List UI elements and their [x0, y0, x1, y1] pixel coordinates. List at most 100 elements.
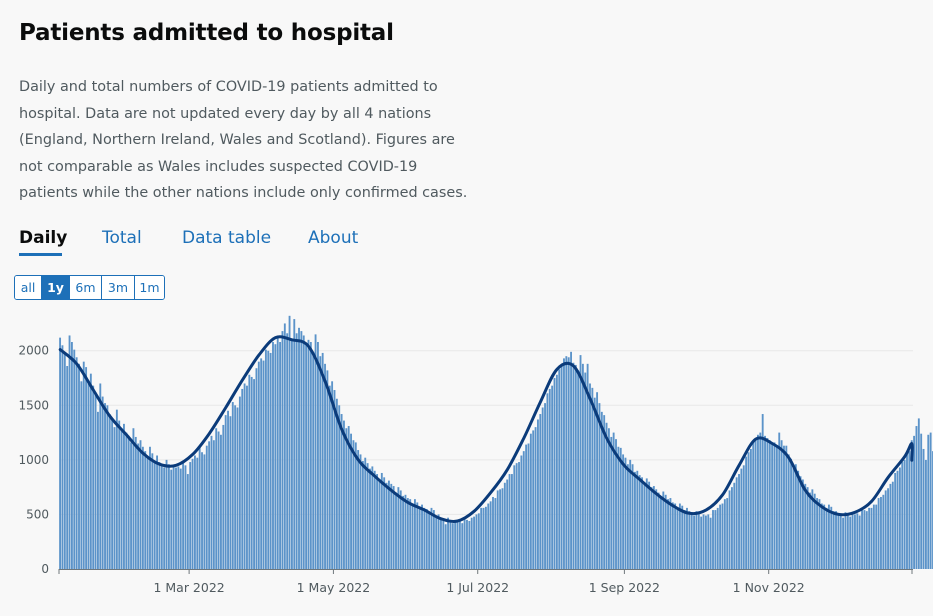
time-range-selector: all 1y 6m 3m 1m — [14, 275, 165, 300]
bar — [305, 344, 308, 569]
bar — [574, 364, 577, 569]
bar — [444, 524, 447, 569]
bar — [449, 519, 452, 569]
range-6m-button[interactable]: 6m — [70, 276, 102, 299]
bar — [361, 460, 364, 569]
x-tick-label: 1 Mar 2022 — [153, 580, 224, 595]
bar — [863, 510, 866, 569]
rolling-average-path — [58, 335, 914, 523]
bar — [589, 383, 591, 569]
bar — [317, 342, 319, 569]
bar — [849, 516, 852, 569]
bar — [243, 383, 246, 569]
tab-about[interactable]: About — [308, 228, 359, 248]
bar — [809, 492, 811, 569]
bar — [922, 448, 925, 569]
bar — [626, 464, 629, 569]
bar — [141, 446, 144, 569]
bar — [66, 366, 69, 569]
x-tick-label: 1 May 2022 — [297, 580, 371, 595]
bar — [82, 361, 85, 569]
bar — [78, 363, 80, 569]
bar — [811, 489, 814, 569]
bar — [59, 337, 62, 569]
bar — [534, 427, 537, 569]
bar — [101, 396, 104, 569]
bar — [910, 440, 913, 569]
bar — [674, 503, 677, 569]
bar — [269, 352, 272, 569]
bar — [125, 432, 128, 569]
bar — [877, 498, 880, 569]
bar — [875, 504, 878, 569]
bar — [499, 489, 502, 569]
bar — [728, 490, 731, 569]
bar — [463, 517, 466, 569]
bar — [709, 517, 712, 569]
bar — [267, 350, 270, 569]
bar — [170, 469, 173, 569]
bar — [851, 514, 854, 569]
bar — [331, 381, 334, 569]
bar — [480, 507, 483, 569]
bar — [383, 477, 386, 569]
bar — [369, 468, 371, 569]
bar — [61, 345, 64, 569]
tab-daily[interactable]: Daily — [19, 228, 68, 248]
bar — [217, 431, 220, 569]
bar — [643, 482, 646, 569]
bar — [660, 496, 662, 569]
range-1m-button[interactable]: 1m — [135, 276, 164, 299]
range-3m-button[interactable]: 3m — [102, 276, 135, 299]
bar — [697, 513, 700, 569]
bar — [458, 520, 461, 569]
bar — [97, 411, 99, 569]
y-tick-label: 1000 — [18, 453, 49, 467]
bar — [872, 504, 875, 569]
bar — [624, 457, 627, 569]
bar — [889, 483, 892, 569]
bar — [373, 470, 376, 569]
bar — [130, 442, 132, 569]
bar — [801, 479, 804, 569]
bar — [721, 503, 724, 569]
bar — [264, 349, 267, 569]
y-tick-label: 2000 — [18, 344, 49, 358]
bar — [286, 333, 289, 569]
bar — [106, 405, 109, 569]
bar — [546, 393, 549, 569]
tab-data-table[interactable]: Data table — [182, 228, 272, 248]
bar — [172, 466, 175, 569]
bar — [669, 498, 672, 569]
bar — [771, 443, 774, 569]
bar — [290, 340, 293, 569]
bar — [832, 511, 835, 569]
bar — [440, 518, 442, 569]
bar — [735, 477, 738, 569]
bar — [844, 512, 847, 569]
bar — [246, 385, 248, 569]
bar — [283, 323, 286, 569]
bar — [572, 362, 575, 569]
active-tab-underline — [19, 253, 62, 256]
bar — [461, 523, 464, 569]
bar — [319, 356, 322, 569]
bar — [466, 519, 468, 569]
bar — [411, 503, 414, 569]
bar — [757, 434, 759, 569]
bar — [203, 454, 206, 569]
bar — [551, 385, 554, 569]
tab-total[interactable]: Total — [102, 228, 142, 248]
bar — [132, 428, 135, 569]
range-1y-button[interactable]: 1y — [42, 276, 70, 299]
bar — [515, 463, 518, 569]
bar — [622, 454, 625, 569]
bar — [823, 504, 826, 569]
bar — [298, 327, 300, 569]
bar — [432, 510, 435, 569]
bar — [558, 369, 561, 569]
bar — [350, 433, 352, 569]
bar — [586, 363, 589, 569]
range-all-button[interactable]: all — [15, 276, 42, 299]
bar — [754, 439, 757, 569]
